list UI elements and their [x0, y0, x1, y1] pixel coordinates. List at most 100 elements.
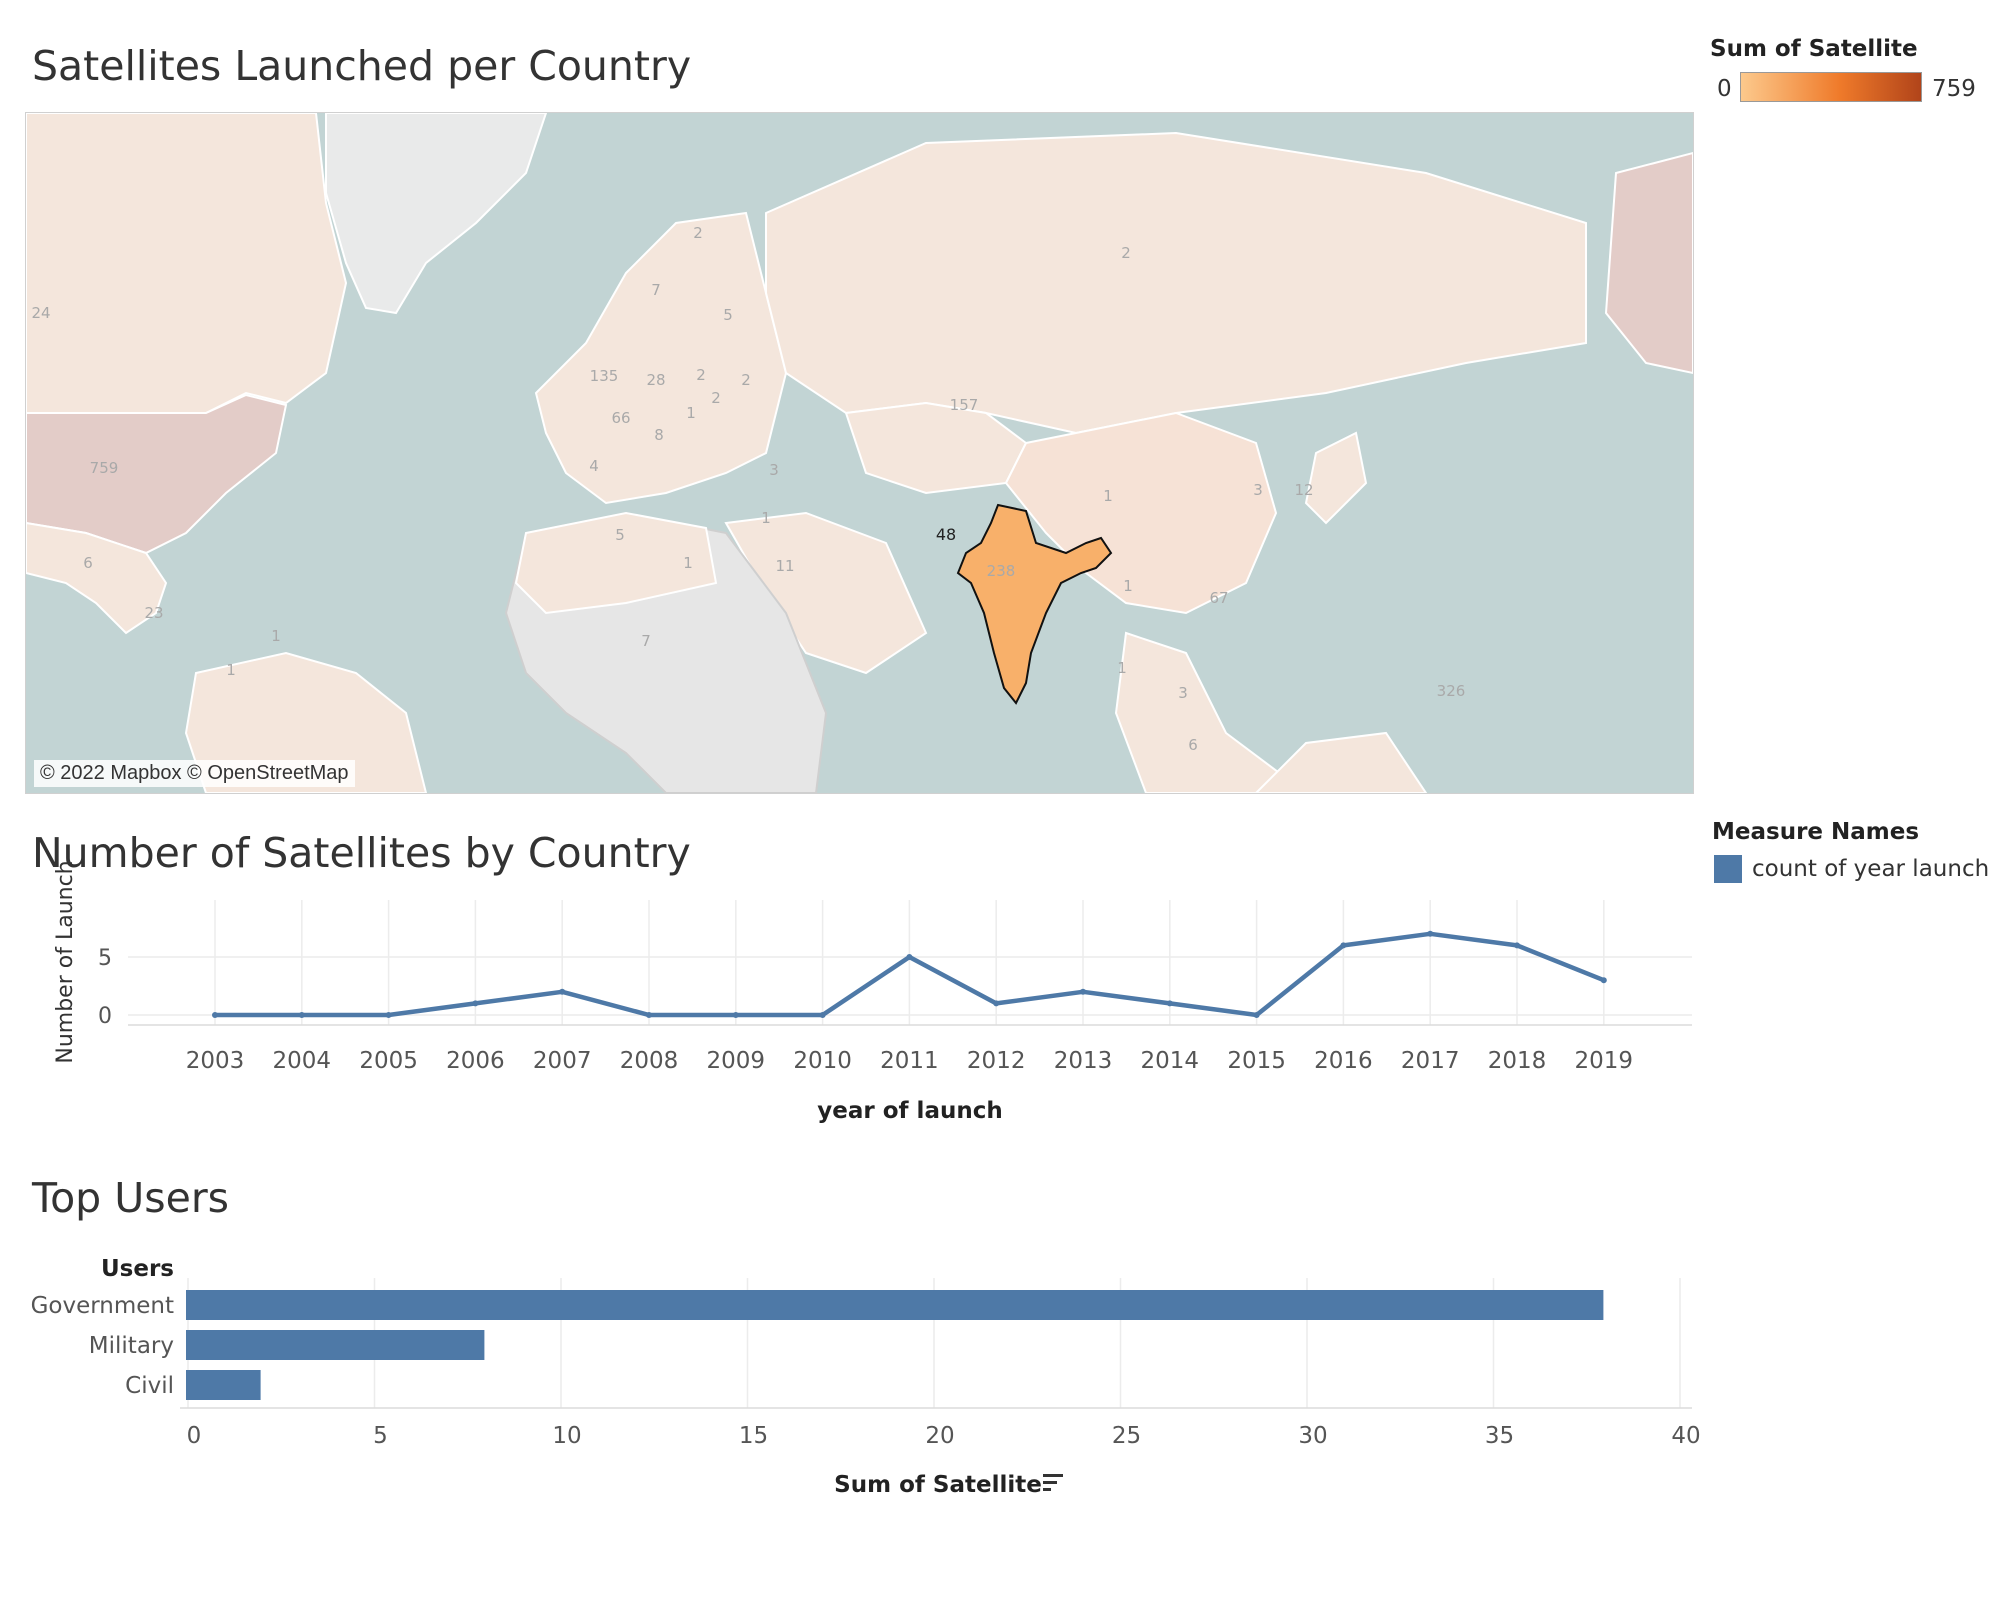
map-value-label: 2	[741, 371, 751, 389]
line-chart-x-tick: 2016	[1314, 1048, 1373, 1074]
map-value-label: 66	[611, 409, 630, 427]
map-value-label: 1	[1117, 659, 1127, 677]
bar-category-label: Military	[89, 1333, 174, 1359]
line-point[interactable]	[1600, 977, 1607, 984]
line-series-count-of-year-launch[interactable]	[215, 931, 1605, 1018]
map-value-label: 7	[641, 632, 651, 650]
map-value-label: 3	[769, 461, 779, 479]
line-chart-x-tick: 2009	[707, 1048, 766, 1074]
map-value-label: 135	[590, 367, 619, 385]
bar-military[interactable]	[186, 1330, 485, 1360]
bar-chart-x-tick: 30	[1298, 1423, 1327, 1449]
line-chart-grid	[128, 900, 1692, 1026]
bar-chart-xlabel: Sum of Satellite	[834, 1472, 1042, 1498]
line-point[interactable]	[819, 1012, 826, 1018]
line-chart-xlabel: year of launch	[817, 1098, 1002, 1124]
line-chart-x-tick: 2012	[967, 1048, 1026, 1074]
line-chart-x-tick: 2018	[1488, 1048, 1547, 1074]
line-point[interactable]	[1514, 942, 1520, 949]
line-point[interactable]	[1427, 930, 1434, 937]
southeast-asia-region	[1114, 631, 1308, 793]
map-value-label: 28	[646, 371, 665, 389]
bar-government[interactable]	[186, 1290, 1604, 1320]
map-legend-min: 0	[1717, 76, 1732, 102]
map-value-label: 48	[936, 525, 956, 544]
line-legend-item: count of year launch	[1752, 856, 1990, 882]
line-point[interactable]	[1080, 988, 1086, 995]
line-chart-x-tick: 2019	[1575, 1048, 1634, 1074]
line-chart-x-tick: 2006	[446, 1048, 505, 1074]
map-value-label: 1	[226, 661, 236, 679]
line-point[interactable]	[646, 1012, 652, 1018]
line-chart-x-tick: 2007	[533, 1048, 592, 1074]
bar-category-label: Civil	[125, 1373, 174, 1399]
bar-chart-x-tick: 25	[1112, 1423, 1141, 1449]
line-chart-series	[212, 930, 1607, 1018]
line-chart-x-tick: 2004	[273, 1048, 332, 1074]
map-value-label: 2	[711, 389, 721, 407]
map-value-label: 67	[1209, 589, 1228, 607]
line-chart-x-tick: 2010	[793, 1048, 852, 1074]
map-value-label: 3	[1253, 481, 1263, 499]
map-value-label: 12	[1294, 481, 1313, 499]
japan-region	[1304, 431, 1368, 525]
line-point[interactable]	[298, 1012, 305, 1018]
bar-chart-x-tick: 10	[552, 1423, 581, 1449]
line-point[interactable]	[1340, 942, 1347, 949]
line-chart-x-tick: 2017	[1401, 1048, 1460, 1074]
map-legend-max: 759	[1932, 76, 1976, 102]
bar-chart-categories: Government Military Civil	[31, 1293, 174, 1399]
line-chart-y-tick: 5	[98, 946, 112, 971]
map-value-label: 157	[950, 396, 979, 414]
mexico-region	[26, 521, 168, 635]
bar-chart-users-header: Users	[101, 1256, 174, 1282]
map-value-label: 5	[615, 526, 625, 544]
map-value-label: 326	[1437, 682, 1466, 700]
line-point[interactable]	[993, 1000, 1000, 1007]
map-value-label: 1	[1103, 487, 1113, 505]
bar-chart-x-tick: 20	[925, 1423, 954, 1449]
line-chart-x-tick: 2015	[1227, 1048, 1286, 1074]
line-legend-swatch	[1714, 855, 1742, 883]
sort-icon[interactable]	[1043, 1474, 1063, 1491]
line-point[interactable]	[1166, 1000, 1173, 1007]
map-value-label: 2	[1121, 244, 1131, 262]
bar-civil[interactable]	[186, 1370, 261, 1400]
bar-chart-x-ticks: 0 5 10 15 20 25 30 35 40	[187, 1423, 1701, 1449]
line-chart-title: Number of Satellites by Country	[32, 829, 691, 877]
line-chart-y-ticks: 05	[98, 946, 112, 1029]
map-value-label: 4	[589, 457, 599, 475]
alaska-region	[1604, 151, 1693, 375]
map-value-label: 6	[1188, 736, 1198, 754]
map-value-label: 2	[696, 366, 706, 384]
map-value-label: 11	[775, 557, 794, 575]
south-america-region	[184, 651, 428, 793]
line-point[interactable]	[212, 1012, 218, 1018]
bar-chart-x-tick: 40	[1671, 1423, 1700, 1449]
line-point[interactable]	[385, 1012, 392, 1018]
map-value-label: 8	[654, 426, 664, 444]
line-chart-x-ticks: 2003 2004 2005 2006 2007 2008 2009 2010 2011 2012…	[186, 1048, 1633, 1074]
map-value-label: 7	[651, 281, 661, 299]
bar-chart-grid	[180, 1278, 1692, 1409]
line-chart-x-tick: 2013	[1054, 1048, 1113, 1074]
line-point[interactable]	[1253, 1012, 1260, 1018]
bar-chart-x-tick: 5	[373, 1423, 388, 1449]
line-point[interactable]	[906, 954, 913, 960]
world-map[interactable]: 24 759 6 23 1 1 2 7 5 135 28 2 2 2 66 1 8 4 5 3 1 1 11 7 2 157 1 23…	[25, 112, 1694, 794]
north-africa-region	[514, 511, 718, 615]
map-legend-title: Sum of Satellite	[1710, 36, 1918, 62]
line-chart-x-tick: 2014	[1141, 1048, 1200, 1074]
map-legend-gradient	[1740, 72, 1922, 102]
line-point[interactable]	[732, 1012, 739, 1018]
map-value-label: 3	[1178, 684, 1188, 702]
china-region	[1004, 411, 1278, 615]
map-value-label: 238	[987, 562, 1016, 580]
map-value-label: 24	[31, 304, 50, 322]
line-point[interactable]	[472, 1000, 479, 1007]
line-chart-ylabel: Number of Launch	[53, 860, 78, 1063]
line-point[interactable]	[559, 988, 566, 995]
line-chart-x-tick: 2008	[620, 1048, 679, 1074]
